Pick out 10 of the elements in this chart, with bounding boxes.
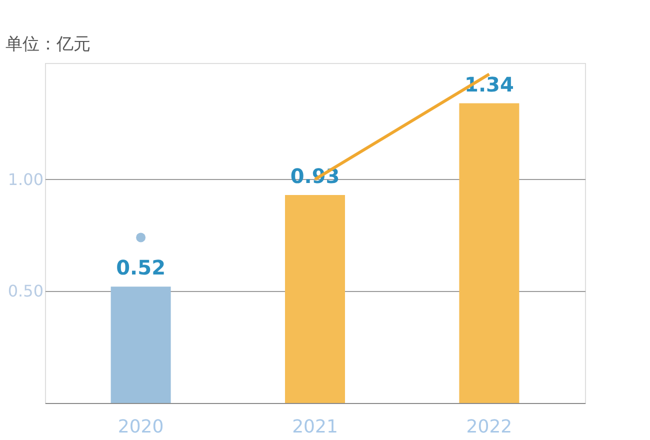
x-tick-label: 2020 [118, 416, 164, 438]
y-axis-title: 单位：亿元 [6, 34, 90, 54]
bar [285, 194, 345, 403]
data-label: 0.52 [116, 256, 166, 280]
bar [459, 103, 520, 403]
x-tick-label: 2022 [466, 416, 512, 438]
y-tick-label: 0.50 [8, 282, 44, 301]
bar [110, 286, 171, 403]
x-tick-label: 2021 [292, 416, 338, 438]
y-tick-label: 1.00 [8, 170, 44, 189]
